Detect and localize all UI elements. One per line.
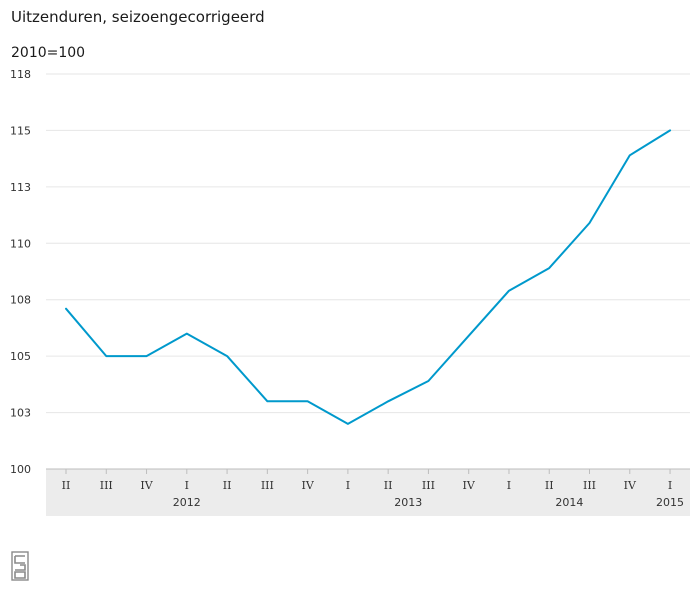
chart-subtitle: 2010=100 (11, 45, 86, 61)
x-tick-label: III (261, 479, 274, 492)
x-tick-label: IV (140, 479, 153, 492)
cbs-logo-icon (11, 551, 29, 581)
x-tick-label: IV (463, 479, 476, 492)
y-tick-label: 100 (10, 463, 31, 476)
data-point (468, 335, 470, 337)
data-point (307, 400, 309, 402)
x-tick-label: I (185, 479, 189, 492)
y-tick-label: 108 (10, 294, 31, 307)
data-point (186, 333, 188, 335)
data-point (146, 355, 148, 357)
y-tick-label: 110 (10, 237, 31, 250)
x-tick-label: III (100, 479, 113, 492)
x-tick-label: II (223, 479, 232, 492)
x-tick-label: II (384, 479, 393, 492)
data-point (65, 308, 67, 310)
x-axis-band (46, 469, 690, 516)
x-tick-label: I (346, 479, 350, 492)
data-point (347, 423, 349, 425)
x-tick-label: II (545, 479, 554, 492)
x-tick-label: I (507, 479, 511, 492)
x-year-label: 2014 (555, 496, 583, 509)
data-point (629, 154, 631, 156)
x-year-label: 2013 (394, 496, 422, 509)
y-tick-label: 115 (10, 124, 31, 137)
data-point (669, 129, 671, 131)
data-point (508, 290, 510, 292)
data-point (589, 222, 591, 224)
y-tick-label: 105 (10, 350, 31, 363)
x-tick-label: III (583, 479, 596, 492)
data-point (266, 400, 268, 402)
y-tick-label: 113 (10, 181, 31, 194)
x-year-label: 2015 (656, 496, 684, 509)
data-point (548, 267, 550, 269)
data-point (105, 355, 107, 357)
data-point (387, 400, 389, 402)
data-point (427, 380, 429, 382)
data-point (226, 355, 228, 357)
y-tick-label: 103 (10, 407, 31, 420)
y-tick-label: 118 (10, 68, 31, 81)
series-line (65, 129, 672, 425)
x-year-label: 2012 (173, 496, 201, 509)
x-tick-label: IV (624, 479, 637, 492)
x-tick-label: I (668, 479, 672, 492)
x-tick-label: IV (301, 479, 314, 492)
x-tick-label: II (62, 479, 71, 492)
chart-title: Uitzenduren, seizoengecorrigeerd (11, 8, 265, 26)
x-tick-label: III (422, 479, 435, 492)
